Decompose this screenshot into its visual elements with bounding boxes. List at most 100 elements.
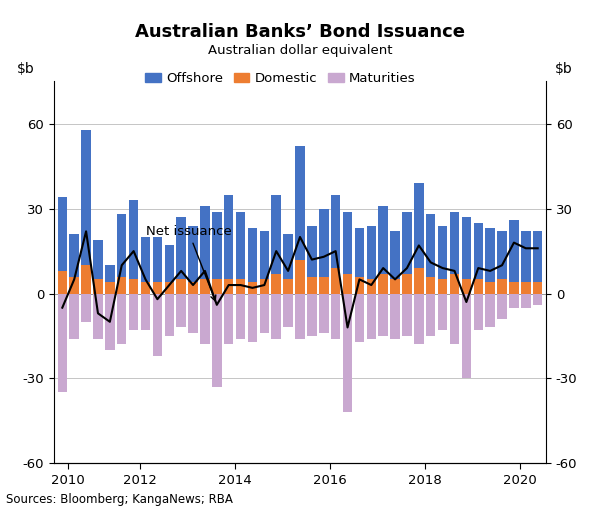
Bar — [152, 282, 162, 294]
Bar — [82, 265, 91, 294]
Bar — [391, 231, 400, 279]
Bar — [176, 294, 186, 327]
Bar — [331, 294, 340, 339]
Bar — [426, 214, 436, 276]
Bar — [402, 294, 412, 336]
Bar — [521, 282, 530, 294]
Bar — [58, 271, 67, 294]
Bar — [117, 214, 127, 276]
Bar — [188, 294, 198, 333]
Bar — [319, 276, 329, 294]
Bar — [533, 282, 542, 294]
Text: $b: $b — [17, 62, 35, 76]
Bar — [367, 294, 376, 339]
Bar — [509, 282, 518, 294]
Bar — [450, 212, 459, 274]
Bar — [129, 200, 139, 279]
Bar — [176, 217, 186, 279]
Bar — [509, 294, 518, 307]
Bar — [93, 240, 103, 279]
Bar — [141, 294, 150, 330]
Bar — [82, 294, 91, 322]
Bar — [473, 223, 483, 279]
Bar — [461, 294, 471, 378]
Bar — [236, 294, 245, 339]
Bar — [426, 294, 436, 336]
Bar — [307, 225, 317, 276]
Bar — [438, 294, 448, 330]
Bar — [367, 279, 376, 294]
Bar — [414, 268, 424, 294]
Bar — [355, 294, 364, 342]
Bar — [260, 294, 269, 333]
Bar — [391, 294, 400, 339]
Bar — [248, 282, 257, 294]
Bar — [355, 276, 364, 294]
Bar — [93, 294, 103, 339]
Bar — [307, 276, 317, 294]
Bar — [82, 129, 91, 265]
Bar — [236, 212, 245, 279]
Bar — [295, 147, 305, 260]
Bar — [152, 237, 162, 282]
Bar — [379, 274, 388, 294]
Bar — [426, 276, 436, 294]
Bar — [200, 279, 209, 294]
Bar — [164, 294, 174, 336]
Bar — [200, 206, 209, 279]
Bar — [379, 206, 388, 274]
Bar — [319, 209, 329, 276]
Bar — [212, 279, 221, 294]
Bar — [438, 225, 448, 279]
Bar — [402, 274, 412, 294]
Bar — [58, 197, 67, 271]
Bar — [295, 294, 305, 339]
Bar — [521, 294, 530, 307]
Bar — [105, 282, 115, 294]
Text: $b: $b — [556, 62, 573, 76]
Bar — [533, 231, 542, 282]
Text: Australian dollar equivalent: Australian dollar equivalent — [208, 44, 392, 56]
Bar — [224, 194, 233, 279]
Bar — [402, 212, 412, 274]
Bar — [248, 229, 257, 282]
Bar — [224, 279, 233, 294]
Bar — [497, 231, 507, 279]
Bar — [485, 294, 495, 327]
Legend: Offshore, Domestic, Maturities: Offshore, Domestic, Maturities — [140, 67, 421, 91]
Bar — [271, 194, 281, 274]
Bar — [93, 279, 103, 294]
Bar — [343, 212, 352, 274]
Bar — [367, 225, 376, 279]
Bar — [283, 279, 293, 294]
Bar — [473, 279, 483, 294]
Bar — [391, 279, 400, 294]
Bar — [164, 282, 174, 294]
Bar — [343, 274, 352, 294]
Bar — [236, 279, 245, 294]
Bar — [271, 274, 281, 294]
Bar — [188, 282, 198, 294]
Bar — [283, 294, 293, 327]
Bar — [141, 282, 150, 294]
Bar — [331, 268, 340, 294]
Bar — [70, 294, 79, 339]
Bar — [509, 220, 518, 282]
Bar — [521, 231, 530, 282]
Bar — [461, 217, 471, 279]
Text: Sources: Bloomberg; KangaNews; RBA: Sources: Bloomberg; KangaNews; RBA — [6, 493, 233, 506]
Bar — [152, 294, 162, 356]
Text: Net issuance: Net issuance — [146, 225, 231, 301]
Bar — [70, 276, 79, 294]
Bar — [485, 229, 495, 282]
Bar — [260, 231, 269, 279]
Bar — [450, 294, 459, 345]
Bar — [414, 183, 424, 268]
Bar — [129, 294, 139, 330]
Bar — [355, 229, 364, 276]
Bar — [271, 294, 281, 339]
Bar — [414, 294, 424, 345]
Bar — [260, 279, 269, 294]
Bar — [379, 294, 388, 336]
Bar — [438, 279, 448, 294]
